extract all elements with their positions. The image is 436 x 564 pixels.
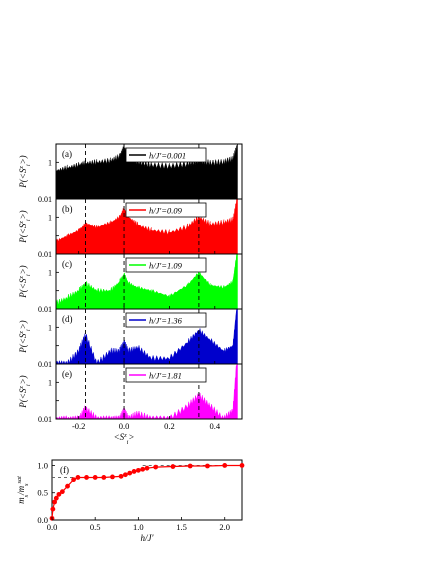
legend-box [125, 257, 207, 273]
data-point [131, 469, 137, 474]
data-point [144, 465, 150, 471]
y-axis-label: P(<Szi>) [18, 210, 32, 243]
data-point [75, 475, 81, 480]
panel-frame-5 [55, 363, 243, 420]
legend-label: h/J'=1.36 [149, 316, 183, 326]
panel-label: (d) [62, 314, 73, 324]
histogram-4 [55, 308, 238, 365]
data-point [187, 463, 193, 469]
data-point [59, 489, 65, 495]
x-tick-label: 0.4 [209, 421, 220, 431]
data-point [84, 475, 89, 480]
x-tick-label: 0.0 [119, 421, 130, 431]
y-tick-label: 1.0 [37, 460, 48, 470]
data-point [205, 463, 210, 469]
legend-label: h/J'=0.09 [149, 206, 183, 216]
data-point [50, 506, 56, 512]
data-point [118, 473, 124, 479]
data-point [110, 474, 115, 480]
x-axis-label: <Szi> [114, 432, 135, 446]
data-point [222, 463, 228, 468]
data-point [52, 499, 57, 505]
data-point [65, 483, 70, 489]
y-tick-label: 1 [48, 323, 52, 332]
x-tick-label: 0.5 [90, 522, 101, 532]
x-tick-label: 1.0 [133, 522, 144, 532]
data-point [127, 470, 133, 476]
y-tick-label: 1 [48, 213, 52, 222]
panel-label: (e) [62, 369, 72, 379]
y-axis-label: ms/mssat [16, 476, 30, 504]
data-point [123, 472, 128, 478]
y-tick-label: 0.01 [38, 415, 52, 424]
data-point [153, 464, 159, 470]
x-tick-label: -0.2 [72, 421, 85, 431]
data-point [170, 464, 176, 469]
panel-label: (b) [62, 204, 73, 214]
legend-box [125, 147, 207, 163]
y-tick-label: 0.5 [37, 488, 48, 498]
y-axis-label: P(<Szi>) [18, 320, 32, 353]
y-tick-label: 1 [48, 158, 52, 167]
data-point [92, 475, 98, 480]
y-axis-label: P(<Szi>) [18, 375, 32, 408]
x-axis-label: h/J' [141, 533, 155, 543]
x-tick-label: 2.0 [219, 522, 230, 532]
data-point [239, 463, 245, 468]
panel-frame-f [51, 459, 243, 521]
legend-label: h/J'=1.81 [149, 371, 182, 381]
y-tick-label: 0.01 [38, 305, 52, 314]
data-point [140, 466, 146, 472]
legend-label: h/J'=1.09 [149, 261, 183, 271]
y-tick-label: 0.0 [37, 515, 48, 525]
y-tick-label: 0.01 [38, 360, 52, 369]
legend-box [125, 312, 207, 328]
y-tick-label: 0.01 [38, 250, 52, 259]
legend-box [125, 202, 207, 218]
legend-box [125, 367, 207, 383]
data-point [135, 467, 141, 473]
magnetization-curve [51, 464, 242, 519]
data-point [53, 495, 59, 501]
panel-label: (a) [62, 149, 72, 159]
data-point [56, 491, 62, 497]
y-axis-label: P(<Szi>) [18, 155, 32, 188]
y-axis-label: P(<Szi>) [18, 265, 32, 298]
y-tick-label: 0.01 [38, 195, 52, 204]
data-point [101, 475, 107, 480]
x-tick-label: 0.0 [47, 522, 58, 532]
histogram-5 [55, 363, 238, 420]
legend-label: h/J'=0.001 [149, 151, 186, 161]
panel-label: (f) [60, 465, 69, 475]
y-tick-label: 1 [48, 378, 52, 387]
panel-label: (c) [62, 259, 72, 269]
data-point [71, 477, 76, 483]
histogram-2 [55, 198, 238, 255]
x-tick-label: 0.2 [164, 421, 175, 431]
histogram-3 [55, 253, 238, 310]
x-tick-label: 1.5 [176, 522, 187, 532]
y-tick-label: 1 [48, 268, 52, 277]
